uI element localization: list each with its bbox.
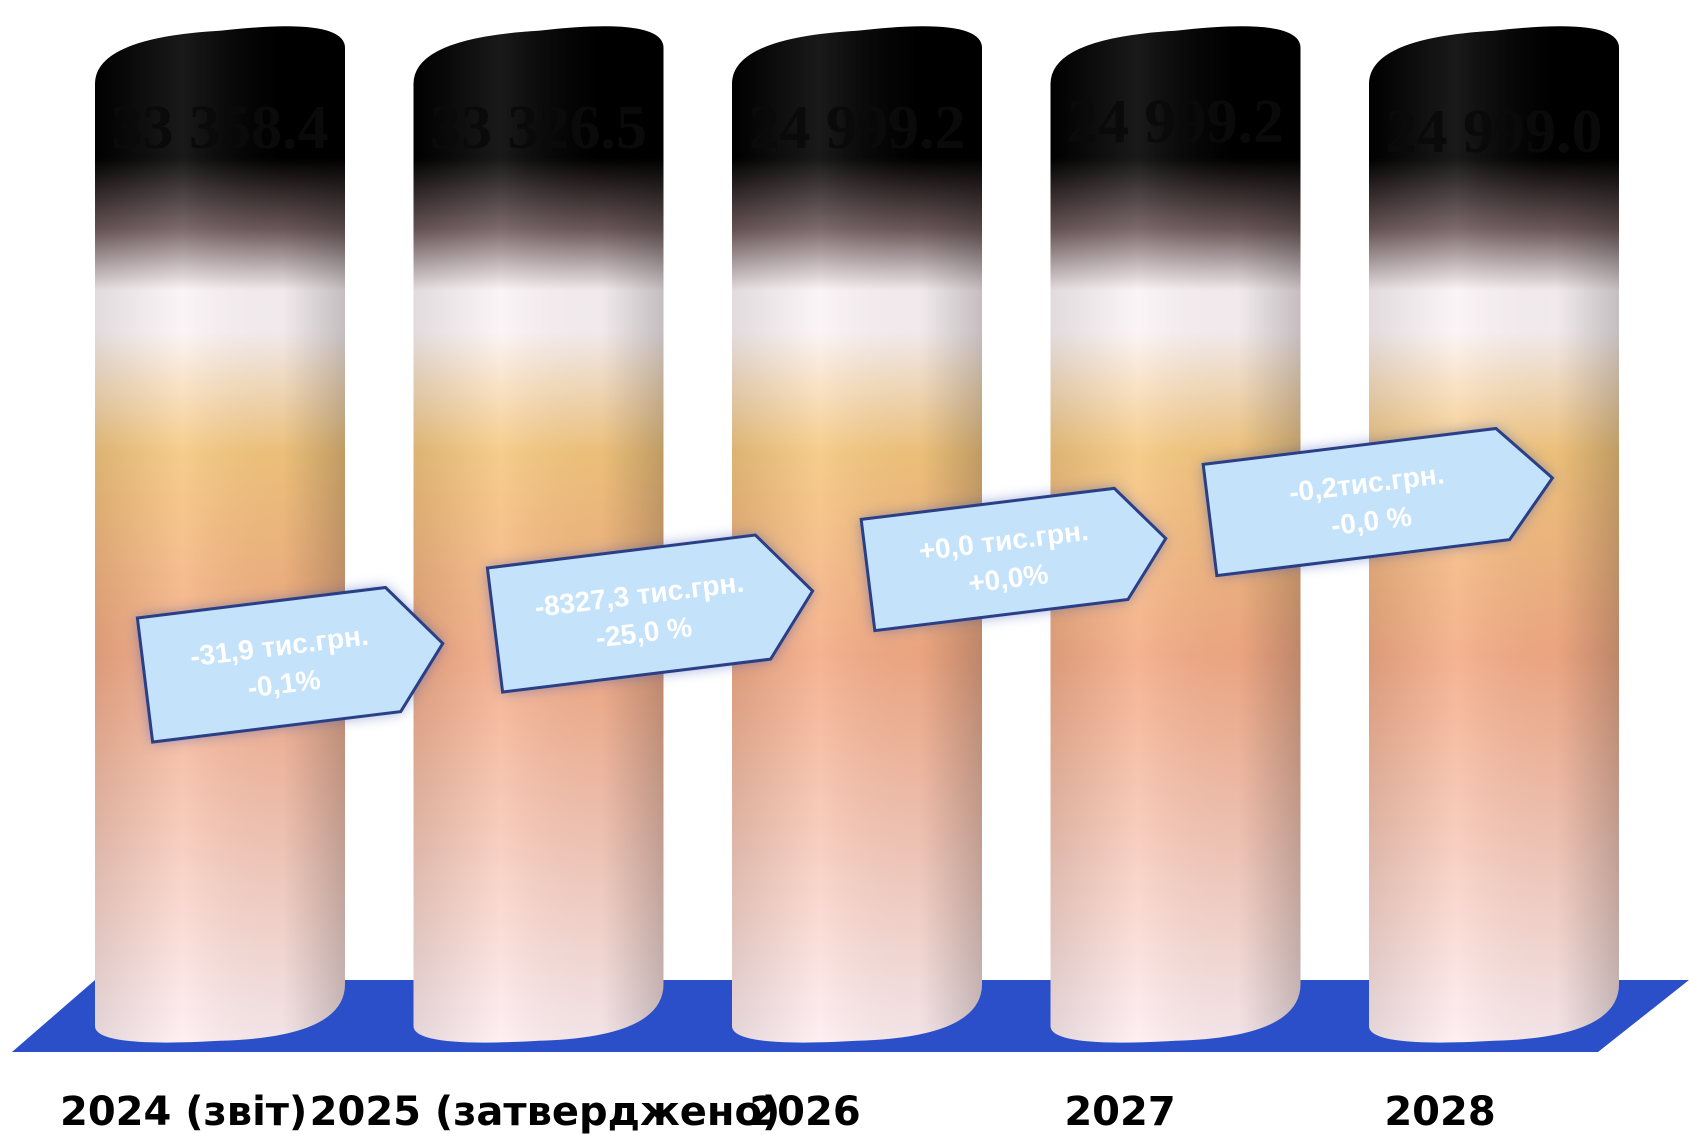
category-label: 2024 (звіт) [60, 1089, 307, 1134]
column-3: 24 999.2 [732, 26, 982, 1043]
column-4: 24 999.2 [1050, 26, 1301, 1043]
change-arrow-1: -31,9 тис.грн.-0,1% [135, 585, 445, 744]
bar-value-label: 24 999.2 [1067, 88, 1284, 156]
arrow-shape [859, 486, 1168, 633]
category-label: 2025 (затверджено) [310, 1089, 781, 1134]
column-1: 33 358.4 [95, 26, 345, 1043]
change-arrow-4: -0,2тис.грн.-0,0 % [1201, 426, 1555, 578]
column-2: 33 326.5 [413, 26, 664, 1043]
column-shading [732, 26, 982, 1043]
arrow-shape [485, 533, 815, 694]
bar-value-label: 33 358.4 [112, 94, 329, 162]
change-arrow-3: +0,0 тис.грн.+0,0% [859, 486, 1168, 633]
column-shading [1050, 26, 1301, 1043]
bar-value-label: 24 999.2 [749, 94, 966, 162]
bar-value-label: 24 999.0 [1386, 98, 1603, 166]
category-labels-layer: 2024 (звіт) 2025 (затверджено)2026 2027 202… [60, 1089, 1496, 1134]
category-label: 2028 [1384, 1089, 1495, 1134]
category-label: 2026 [749, 1089, 860, 1134]
column-shading [413, 26, 664, 1043]
arrow-shape [1201, 426, 1555, 578]
column-shading [95, 26, 345, 1043]
arrow-shape [135, 585, 445, 744]
category-label: 2027 [1064, 1089, 1175, 1134]
change-arrow-2: -8327,3 тис.грн.-25,0 % [485, 533, 815, 694]
change-arrows-layer: -31,9 тис.грн.-0,1% -8327,3 тис.грн.-25,0… [135, 426, 1555, 744]
bar-value-label: 33 326.5 [430, 94, 647, 162]
